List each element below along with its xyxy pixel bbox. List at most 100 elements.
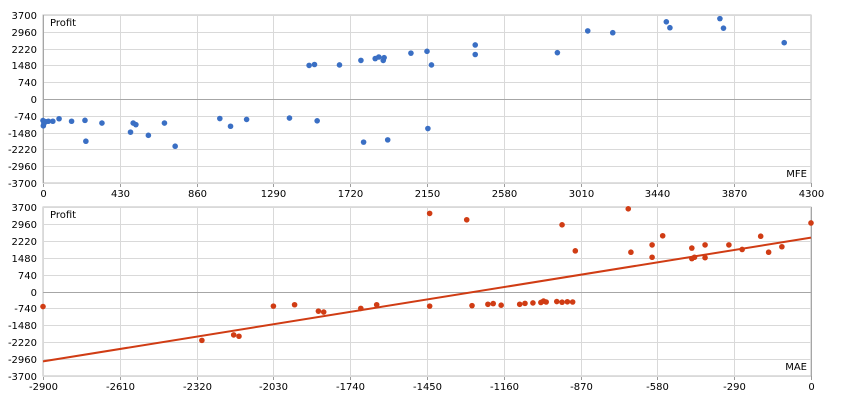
- y-tick-label: 3700: [12, 203, 37, 214]
- data-point: [236, 333, 242, 340]
- data-point: [584, 28, 591, 34]
- y-tick-label: 3700: [12, 11, 37, 22]
- y-tick-label: 740: [18, 271, 37, 282]
- x-tick-label: 3870: [722, 189, 747, 200]
- x-tick-label: 860: [188, 189, 207, 200]
- data-point: [649, 254, 655, 261]
- data-point: [56, 115, 62, 122]
- data-point: [649, 242, 655, 248]
- data-point: [522, 300, 528, 307]
- y-tick-label: 2960: [12, 28, 37, 39]
- x-tick-label: 3010: [569, 189, 594, 200]
- data-point: [702, 242, 708, 248]
- x-tick-label: -2030: [259, 382, 288, 393]
- x-tick-label: 1290: [261, 189, 286, 200]
- data-point: [628, 249, 634, 256]
- x-tick-label: -1450: [413, 382, 442, 393]
- data-point: [569, 299, 576, 305]
- y-tick-label: -740: [14, 304, 37, 315]
- data-point: [99, 120, 105, 126]
- data-point: [765, 249, 772, 256]
- data-point: [689, 245, 695, 251]
- y-tick-label: 1480: [12, 61, 37, 72]
- data-point: [553, 298, 560, 305]
- y-tick-label: 2220: [12, 237, 37, 248]
- data-point: [609, 29, 616, 36]
- data-point: [779, 243, 785, 250]
- data-point: [726, 242, 732, 248]
- y-tick-label: -740: [14, 112, 37, 123]
- data-point: [472, 51, 479, 58]
- data-point: [739, 246, 745, 253]
- data-point: [717, 15, 723, 22]
- x-tick-label: -580: [646, 382, 669, 393]
- data-point: [230, 332, 237, 338]
- data-point: [375, 54, 382, 60]
- data-point: [426, 210, 433, 217]
- y-tick-label: 1480: [12, 254, 37, 265]
- data-point: [133, 121, 139, 128]
- y-axis-label: Profit: [50, 18, 76, 29]
- data-point: [554, 49, 561, 56]
- x-axis-label: MAE: [785, 362, 807, 373]
- data-point: [667, 24, 673, 31]
- data-point: [490, 300, 497, 307]
- data-point: [381, 54, 387, 61]
- y-axis-label: Profit: [50, 210, 76, 221]
- x-tick-label: -290: [723, 382, 746, 393]
- data-point: [40, 303, 46, 310]
- data-point: [659, 232, 666, 239]
- data-point: [408, 50, 414, 56]
- data-point: [384, 137, 391, 143]
- data-point: [145, 132, 152, 139]
- data-point: [472, 42, 479, 48]
- mfe-scatter-panel: 0 430 860 1290 1720 2150 2580 3010 3440 3870 4300 3…: [8, 11, 824, 200]
- data-point: [373, 301, 380, 308]
- data-point: [320, 309, 327, 315]
- data-point: [311, 61, 318, 68]
- x-tick-label: 2580: [492, 189, 517, 200]
- y-tick-label: -1480: [8, 129, 37, 140]
- trendline: [42, 236, 812, 363]
- y-tick-label: 740: [18, 78, 37, 89]
- x-tick-label: 1720: [338, 189, 363, 200]
- x-tick-label: 4300: [799, 189, 824, 200]
- data-point: [358, 57, 364, 64]
- data-point: [360, 139, 367, 145]
- data-point: [808, 220, 814, 226]
- data-point: [357, 305, 364, 312]
- data-point: [314, 117, 320, 124]
- y-tick-label: 0: [31, 288, 37, 299]
- y-tick-label: -2960: [8, 355, 37, 366]
- data-point: [426, 303, 433, 309]
- data-point: [127, 129, 134, 135]
- data-point: [559, 222, 565, 228]
- x-tick-label: -1740: [336, 382, 365, 393]
- data-point: [336, 62, 343, 68]
- data-point: [424, 48, 430, 55]
- data-point: [485, 301, 491, 308]
- data-point: [199, 337, 205, 344]
- y-tick-label: -2220: [8, 338, 37, 349]
- data-point: [68, 118, 75, 125]
- x-tick-label: -1160: [490, 382, 519, 393]
- data-point: [50, 118, 56, 125]
- y-tick-label: -2960: [8, 162, 37, 173]
- data-point: [270, 303, 277, 309]
- data-point: [161, 120, 168, 126]
- y-tick-label: 2220: [12, 45, 37, 56]
- x-tick-label: 3440: [645, 189, 670, 200]
- data-point: [286, 115, 293, 121]
- x-tick-label: 2150: [415, 189, 440, 200]
- data-point: [543, 299, 549, 305]
- data-point: [243, 116, 250, 123]
- data-point: [691, 254, 698, 261]
- data-point: [172, 143, 178, 150]
- y-tick-label: -2220: [8, 145, 37, 156]
- data-point: [781, 39, 788, 46]
- data-point: [291, 301, 298, 308]
- x-tick-label: -2320: [183, 382, 212, 393]
- data-point: [83, 138, 89, 145]
- data-point: [498, 302, 504, 309]
